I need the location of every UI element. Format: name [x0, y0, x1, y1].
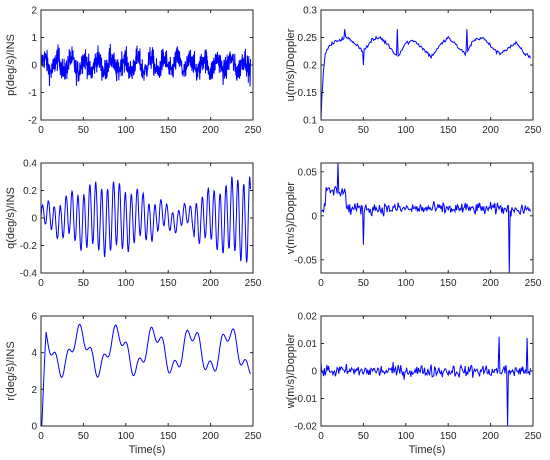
y-tick-label: 0.2	[23, 186, 37, 197]
x-axis-label: Time(s)	[129, 444, 166, 456]
x-tick-label: 200	[482, 278, 499, 289]
x-tick-label: 150	[160, 278, 177, 289]
y-tick-label: 2	[31, 6, 37, 17]
series-line-w	[321, 336, 531, 426]
x-tick-label: 100	[397, 125, 414, 136]
y-tick-label: 0.4	[23, 159, 37, 170]
y-tick-label: -0.02	[294, 422, 317, 433]
y-tick-label: 4	[31, 348, 37, 359]
y-tick-label: 0.02	[298, 312, 318, 323]
x-tick-label: 50	[358, 125, 370, 136]
axes-box-w	[320, 315, 534, 427]
axes-box-v	[320, 162, 534, 274]
x-tick-label: 200	[202, 278, 219, 289]
y-tick-label: 6	[31, 312, 37, 323]
x-tick-label: 100	[397, 278, 414, 289]
x-tick-label: 100	[397, 431, 414, 442]
y-tick-label: -0.01	[294, 394, 317, 405]
y-axis-label: u(m/s)/Doppler	[285, 28, 297, 101]
panel-v: 0 50 100 150 200 250 -0.05 0 0.05v(m/s)/Doppler	[285, 162, 542, 289]
y-tick-label: 0.01	[298, 339, 318, 350]
x-tick-label: 0	[318, 278, 324, 289]
series-line-u	[321, 29, 531, 120]
x-tick-label: 0	[38, 278, 44, 289]
y-tick-label: -0.05	[294, 255, 317, 266]
x-tick-label: 150	[160, 125, 177, 136]
x-tick-label: 50	[78, 431, 90, 442]
x-tick-label: 0	[38, 125, 44, 136]
x-tick-label: 200	[482, 431, 499, 442]
axes-box-r	[40, 315, 254, 427]
panel-w: 0 50 100 150 200 250 -0.02 -0.01 0 0.01 0.02w(m/s)…	[285, 312, 542, 457]
y-tick-label: -0.2	[20, 241, 38, 252]
y-tick-label: 0.15	[298, 88, 318, 99]
series-line-p	[41, 43, 251, 87]
x-tick-label: 150	[440, 125, 457, 136]
y-tick-label: 0	[31, 422, 37, 433]
y-tick-label: 0.25	[298, 33, 318, 44]
y-tick-label: -0.4	[20, 269, 38, 280]
x-tick-label: 200	[482, 125, 499, 136]
series-line-r	[41, 323, 251, 426]
y-tick-label: 0	[31, 214, 37, 225]
panel-p: 0 50 100 150 200 250 -2 -1 0 1 2 p(deg/s)/INS	[5, 6, 262, 137]
x-tick-label: 150	[440, 278, 457, 289]
x-tick-label: 250	[245, 431, 262, 442]
x-tick-label: 50	[78, 125, 90, 136]
x-tick-label: 100	[117, 431, 134, 442]
y-tick-label: 2	[31, 385, 37, 396]
panel-q: 0 50 100 150 200 250 -0.4 -0.2 0 0.2 0.4 q(deg/s)/I…	[5, 159, 262, 290]
y-tick-label: -1	[28, 88, 37, 99]
y-axis-label: q(deg/s)/INS	[5, 187, 17, 249]
x-tick-label: 200	[202, 125, 219, 136]
x-tick-label: 250	[245, 278, 262, 289]
panel-u: 0 50 100 150 200 250 0.1 0.15 0.2 0.25 0.3 u(m/s)/D…	[285, 6, 542, 137]
y-axis-label: r(deg/s)/INS	[5, 341, 17, 400]
x-tick-label: 250	[525, 431, 542, 442]
x-axis-label: Time(s)	[409, 444, 446, 456]
y-tick-label: 0	[311, 367, 317, 378]
x-tick-label: 50	[358, 278, 370, 289]
series-line-q	[41, 176, 251, 263]
y-tick-label: 0.05	[298, 167, 318, 178]
x-tick-label: 100	[117, 278, 134, 289]
x-tick-label: 200	[202, 431, 219, 442]
y-axis-label: v(m/s)/Doppler	[285, 182, 297, 254]
axes-box-u	[320, 9, 534, 121]
x-tick-label: 0	[318, 431, 324, 442]
y-tick-label: 0.3	[303, 6, 317, 17]
x-tick-label: 150	[160, 431, 177, 442]
x-tick-label: 100	[117, 125, 134, 136]
y-axis-label: w(m/s)/Doppler	[285, 333, 297, 409]
y-tick-label: 0	[31, 61, 37, 72]
x-tick-label: 250	[245, 125, 262, 136]
y-tick-label: 0	[311, 211, 317, 222]
x-tick-label: 150	[440, 431, 457, 442]
y-tick-label: 1	[31, 33, 37, 44]
y-tick-label: 0.2	[303, 61, 317, 72]
x-tick-label: 250	[525, 125, 542, 136]
x-tick-label: 250	[525, 278, 542, 289]
y-tick-label: -2	[28, 116, 37, 127]
y-tick-label: 0.1	[303, 116, 317, 127]
x-tick-label: 50	[358, 431, 370, 442]
x-tick-label: 0	[38, 431, 44, 442]
panel-r: 0 50 100 150 200 250 0 2 4 6 r(deg/s)/INS Time(s)	[5, 312, 262, 457]
x-tick-label: 50	[78, 278, 90, 289]
y-axis-label: p(deg/s)/INS	[5, 34, 17, 96]
series-line-v	[321, 163, 531, 273]
x-tick-label: 0	[318, 125, 324, 136]
